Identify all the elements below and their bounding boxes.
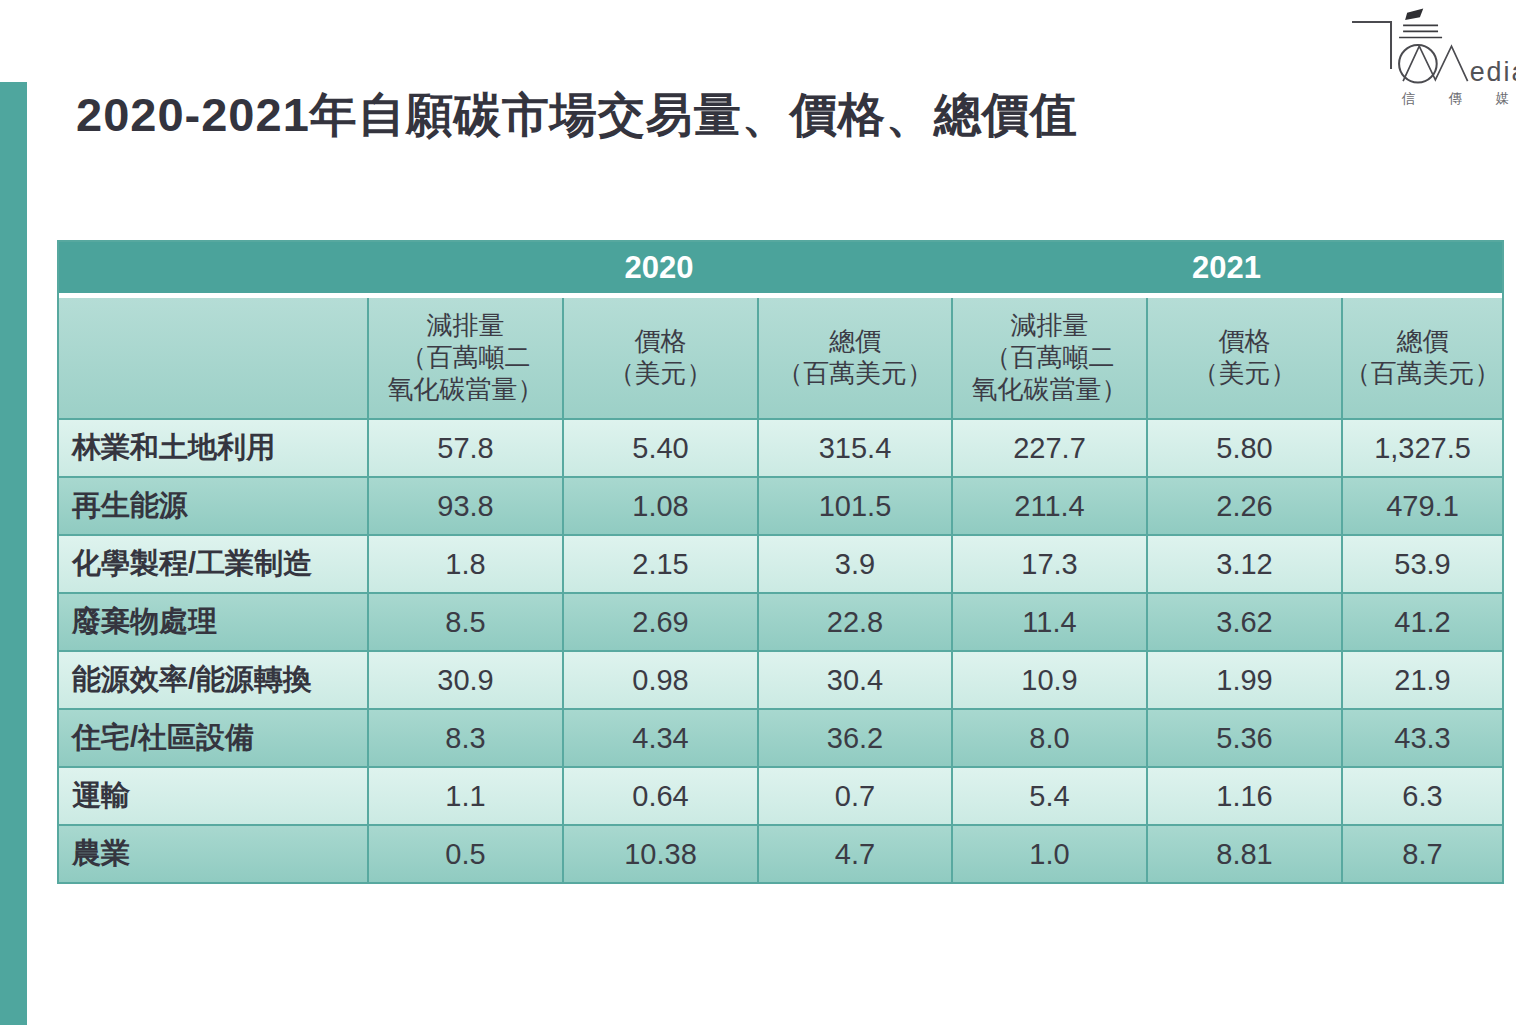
row-label: 住宅/社區設備 [59,708,367,766]
cell: 41.2 [1341,592,1502,650]
cell: 0.98 [562,650,757,708]
cell: 1,327.5 [1341,418,1502,476]
cell: 1.1 [367,766,562,824]
row-label: 化學製程/工業制造 [59,534,367,592]
year-2020-header: 2020 [367,242,951,298]
corner-cell [59,242,367,298]
cell: 0.7 [757,766,951,824]
cell: 53.9 [1341,534,1502,592]
cell: 1.8 [367,534,562,592]
cell: 10.38 [562,824,757,882]
col-header-price-2020: 價格 （美元） [562,298,757,418]
cell: 6.3 [1341,766,1502,824]
corner-cell [59,298,367,418]
cell: 479.1 [1341,476,1502,534]
table-row: 住宅/社區設備 8.3 4.34 36.2 8.0 5.36 43.3 [59,708,1502,766]
cell: 5.4 [951,766,1146,824]
col-header-reduction-2021: 減排量 （百萬噸二 氧化碳當量） [951,298,1146,418]
cell: 2.26 [1146,476,1341,534]
cell: 1.0 [951,824,1146,882]
cell: 3.9 [757,534,951,592]
row-label: 農業 [59,824,367,882]
cell: 5.80 [1146,418,1341,476]
logo-char-xin: 信 [1401,91,1415,106]
col-header-price-2021: 價格 （美元） [1146,298,1341,418]
logo-media-text: edia [1470,57,1516,87]
cell: 43.3 [1341,708,1502,766]
table-row: 再生能源 93.8 1.08 101.5 211.4 2.26 479.1 [59,476,1502,534]
table-row: 林業和土地利用 57.8 5.40 315.4 227.7 5.80 1,327… [59,418,1502,476]
logo-char-chuan: 傳 [1448,91,1462,106]
cell: 5.36 [1146,708,1341,766]
data-table: 2020 2021 減排量 （百萬噸二 氧化碳當量） 價格 （美元） 總價 （百… [57,240,1504,884]
logo-char-mei: 媒 [1495,91,1509,106]
cell: 1.08 [562,476,757,534]
cell: 211.4 [951,476,1146,534]
col-header-reduction-2020: 減排量 （百萬噸二 氧化碳當量） [367,298,562,418]
cell: 57.8 [367,418,562,476]
cell: 8.3 [367,708,562,766]
cell: 101.5 [757,476,951,534]
row-label: 能源效率/能源轉換 [59,650,367,708]
row-label: 林業和土地利用 [59,418,367,476]
col-header-total-2020: 總價 （百萬美元） [757,298,951,418]
cell: 4.7 [757,824,951,882]
table-row: 農業 0.5 10.38 4.7 1.0 8.81 8.7 [59,824,1502,882]
cell: 8.7 [1341,824,1502,882]
page-title: 2020-2021年自願碳市場交易量、價格、總價值 [76,84,1326,147]
cell: 8.81 [1146,824,1341,882]
row-label: 再生能源 [59,476,367,534]
cell: 22.8 [757,592,951,650]
cell: 5.40 [562,418,757,476]
cell: 30.9 [367,650,562,708]
cell: 21.9 [1341,650,1502,708]
row-label: 運輸 [59,766,367,824]
cell: 0.64 [562,766,757,824]
table-row: 化學製程/工業制造 1.8 2.15 3.9 17.3 3.12 53.9 [59,534,1502,592]
cell: 227.7 [951,418,1146,476]
cmmedia-logo: edia 信 傳 媒 [1348,6,1516,108]
col-header-total-2021: 總價 （百萬美元） [1341,298,1502,418]
row-label: 廢棄物處理 [59,592,367,650]
cell: 10.9 [951,650,1146,708]
cmmedia-logo-icon: edia 信 傳 媒 [1348,6,1516,108]
cell: 315.4 [757,418,951,476]
cell: 93.8 [367,476,562,534]
cell: 11.4 [951,592,1146,650]
column-header-row: 減排量 （百萬噸二 氧化碳當量） 價格 （美元） 總價 （百萬美元） 減排量 （… [59,298,1502,418]
year-header-row: 2020 2021 [59,242,1502,298]
cell: 17.3 [951,534,1146,592]
year-2021-header: 2021 [951,242,1502,298]
cell: 3.62 [1146,592,1341,650]
cell: 8.5 [367,592,562,650]
cell: 3.12 [1146,534,1341,592]
cell: 8.0 [951,708,1146,766]
table-row: 能源效率/能源轉換 30.9 0.98 30.4 10.9 1.99 21.9 [59,650,1502,708]
table-row: 運輸 1.1 0.64 0.7 5.4 1.16 6.3 [59,766,1502,824]
cell: 1.99 [1146,650,1341,708]
cell: 1.16 [1146,766,1341,824]
cell: 36.2 [757,708,951,766]
cell: 2.69 [562,592,757,650]
cell: 2.15 [562,534,757,592]
carbon-market-table: 2020 2021 減排量 （百萬噸二 氧化碳當量） 價格 （美元） 總價 （百… [57,240,1504,884]
cell: 0.5 [367,824,562,882]
cell: 4.34 [562,708,757,766]
left-accent-bar [0,82,27,1025]
cell: 30.4 [757,650,951,708]
table-row: 廢棄物處理 8.5 2.69 22.8 11.4 3.62 41.2 [59,592,1502,650]
